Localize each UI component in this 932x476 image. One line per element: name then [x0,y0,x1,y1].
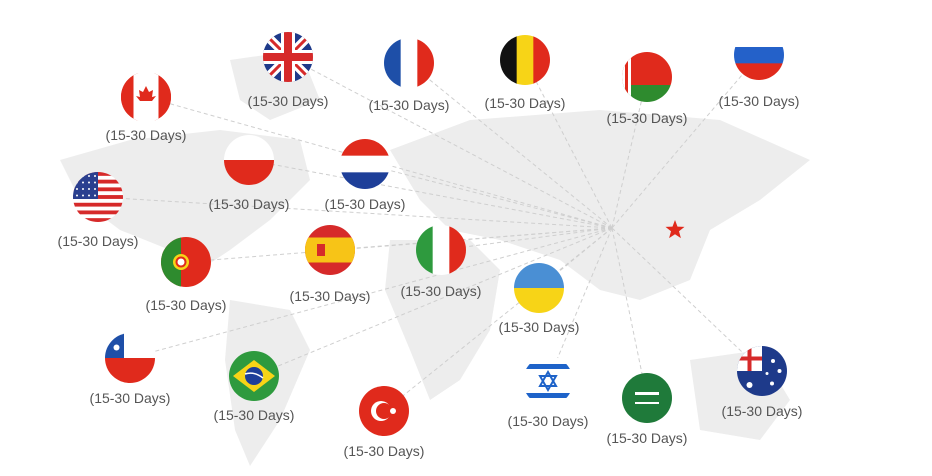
brazil-flag-icon [229,351,279,401]
delivery-time-label: (15-30 Days) [721,403,803,419]
delivery-time-label: (15-30 Days) [606,110,688,126]
belgium-flag-icon [500,35,550,85]
delivery-time-label: (15-30 Days) [208,196,290,212]
delivery-time-label: (15-30 Days) [507,413,589,429]
route-line [248,159,613,229]
delivery-time-label: (15-30 Days) [606,430,688,446]
route-line [329,227,613,251]
delivery-time-label: (15-30 Days) [145,297,227,313]
route-line [611,227,648,399]
delivery-time-label: (15-30 Days) [57,233,139,249]
delivery-time-label: (15-30 Days) [484,95,566,111]
route-line [129,227,613,359]
australia-flag-icon [737,346,787,396]
netherlands-flag-icon [340,139,390,189]
route-line [440,227,613,251]
route-line [364,163,613,229]
continent-shape [390,110,810,300]
delivery-time-label: (15-30 Days) [247,93,329,109]
belarus-flag-icon [622,52,672,102]
route-line [253,227,613,377]
delivery-time-label: (15-30 Days) [289,288,371,304]
delivery-time-label: (15-30 Days) [324,196,406,212]
route-line [524,59,613,229]
route-line [611,76,648,229]
portugal-flag-icon [161,237,211,287]
top-edge [700,0,820,47]
route-line [97,196,613,229]
france-flag-icon [384,38,434,88]
continent-shape [385,240,500,400]
route-line [145,96,613,229]
turkey-flag-icon [359,386,409,436]
delivery-time-label: (15-30 Days) [89,390,171,406]
usa-flag-icon [73,172,123,222]
ukraine-flag-icon [514,263,564,313]
delivery-time-label: (15-30 Days) [400,283,482,299]
route-lines [97,54,763,412]
delivery-time-label: (15-30 Days) [343,443,425,459]
chile-flag-icon [105,333,155,383]
origin-star-icon [665,220,685,239]
spain-flag-icon [305,225,355,275]
delivery-time-label: (15-30 Days) [105,127,187,143]
italy-flag-icon [416,225,466,275]
israel-flag-icon [523,356,573,406]
delivery-time-label: (15-30 Days) [498,319,580,335]
saudi-arabia-flag-icon [622,373,672,423]
uk-flag-icon [263,32,313,82]
canada-flag-icon [121,72,171,122]
route-line [408,62,613,229]
delivery-time-label: (15-30 Days) [213,407,295,423]
delivery-time-label: (15-30 Days) [368,97,450,113]
route-line [611,54,760,229]
route-line [287,56,613,229]
delivery-time-label: (15-30 Days) [718,93,800,109]
